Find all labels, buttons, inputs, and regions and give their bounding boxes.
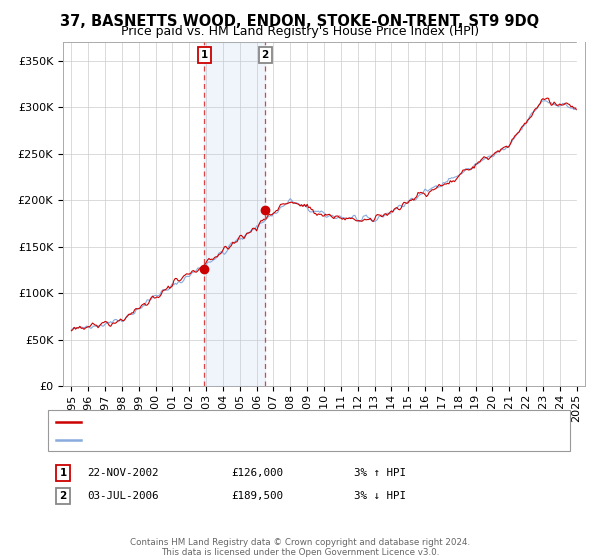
Text: 3% ↓ HPI: 3% ↓ HPI bbox=[354, 491, 406, 501]
Text: 1: 1 bbox=[201, 50, 208, 60]
Text: 03-JUL-2006: 03-JUL-2006 bbox=[87, 491, 158, 501]
Text: 1: 1 bbox=[59, 468, 67, 478]
Text: £126,000: £126,000 bbox=[231, 468, 283, 478]
Text: 3% ↑ HPI: 3% ↑ HPI bbox=[354, 468, 406, 478]
Bar bbox=[577, 42, 585, 386]
Text: HPI: Average price, detached house, Staffordshire Moorlands: HPI: Average price, detached house, Staf… bbox=[85, 435, 389, 445]
Text: 22-NOV-2002: 22-NOV-2002 bbox=[87, 468, 158, 478]
Text: 37, BASNETTS WOOD, ENDON, STOKE-ON-TRENT, ST9 9DQ (detached house): 37, BASNETTS WOOD, ENDON, STOKE-ON-TRENT… bbox=[85, 417, 470, 427]
Text: Price paid vs. HM Land Registry's House Price Index (HPI): Price paid vs. HM Land Registry's House … bbox=[121, 25, 479, 38]
Text: Contains HM Land Registry data © Crown copyright and database right 2024.
This d: Contains HM Land Registry data © Crown c… bbox=[130, 538, 470, 557]
Bar bbox=[205, 42, 265, 386]
Text: 37, BASNETTS WOOD, ENDON, STOKE-ON-TRENT, ST9 9DQ: 37, BASNETTS WOOD, ENDON, STOKE-ON-TRENT… bbox=[61, 14, 539, 29]
Text: £189,500: £189,500 bbox=[231, 491, 283, 501]
Text: 2: 2 bbox=[59, 491, 67, 501]
Text: 2: 2 bbox=[262, 50, 269, 60]
